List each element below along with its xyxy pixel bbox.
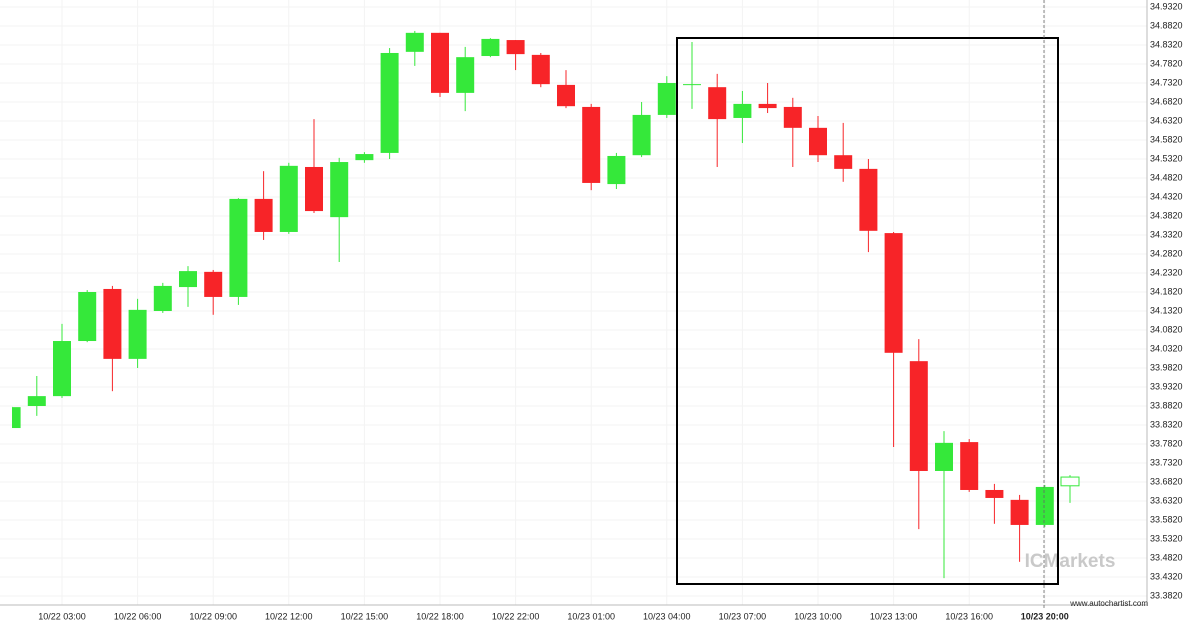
x-tick-label: 10/23 20:00 [1021, 611, 1069, 621]
y-tick-label: 33.7320 [1150, 457, 1183, 467]
y-tick-label: 34.4320 [1150, 191, 1183, 201]
candle-body [1060, 476, 1080, 487]
x-tick-label: 10/23 10:00 [794, 611, 842, 621]
y-tick-label: 33.5820 [1150, 514, 1183, 524]
candle-body [254, 198, 273, 232]
candle-body [733, 103, 752, 118]
candle-body [708, 87, 727, 120]
x-tick-label: 10/23 01:00 [567, 611, 615, 621]
candle-body [153, 285, 172, 311]
y-tick-label: 34.0320 [1150, 343, 1183, 353]
candle-body [305, 166, 323, 212]
candle-body [859, 168, 878, 231]
y-tick-label: 34.7820 [1150, 58, 1183, 68]
candle-body [582, 106, 601, 183]
candle-body [1035, 486, 1054, 525]
y-tick-label: 34.1820 [1150, 286, 1183, 296]
x-tick-label: 10/22 06:00 [114, 611, 162, 621]
y-tick-label: 34.2820 [1150, 248, 1183, 258]
candle-body [909, 361, 928, 471]
candle-body [405, 32, 424, 52]
candle-body [657, 83, 676, 115]
candle-body [179, 271, 197, 288]
candles [12, 30, 1080, 579]
candle-body [834, 155, 853, 169]
y-tick-label: 33.8820 [1150, 400, 1183, 410]
candle-body [355, 154, 374, 161]
y-tick-label: 33.6820 [1150, 476, 1183, 486]
candle-body [380, 52, 399, 153]
x-tick-label: 10/23 04:00 [643, 611, 691, 621]
y-tick-label: 33.6320 [1150, 495, 1183, 505]
x-tick-label: 10/22 12:00 [265, 611, 313, 621]
y-tick-label: 33.3820 [1150, 590, 1183, 600]
x-tick-label: 10/23 07:00 [719, 611, 767, 621]
y-tick-label: 34.4820 [1150, 172, 1183, 182]
pattern-box [676, 37, 1059, 585]
candle-body [935, 442, 953, 471]
y-tick-label: 34.9320 [1150, 1, 1183, 11]
candle-body [884, 233, 903, 353]
y-tick-label: 34.3320 [1150, 229, 1183, 239]
candle-body [632, 114, 651, 156]
x-tick-label: 10/23 16:00 [945, 611, 993, 621]
grid [0, 0, 1147, 605]
candle-body [506, 40, 525, 55]
x-tick-label: 10/23 13:00 [870, 611, 918, 621]
candle-body [279, 165, 298, 232]
candle-body [758, 103, 777, 109]
candle-body [481, 38, 500, 57]
candle-body [204, 271, 223, 297]
candle-body [229, 198, 248, 297]
x-tick-label: 10/22 18:00 [416, 611, 464, 621]
candle-body [27, 396, 46, 406]
candle-body [53, 341, 71, 397]
x-tick-label: 10/22 22:00 [492, 611, 540, 621]
y-tick-label: 33.4820 [1150, 552, 1183, 562]
y-tick-label: 33.9820 [1150, 362, 1183, 372]
y-tick-label: 34.8320 [1150, 39, 1183, 49]
y-tick-label: 33.4320 [1150, 571, 1183, 581]
y-tick-label: 33.9320 [1150, 381, 1183, 391]
candle-body [431, 32, 449, 93]
y-tick-label: 34.6820 [1150, 96, 1183, 106]
y-tick-label: 33.5320 [1150, 533, 1183, 543]
candle-body [557, 84, 575, 107]
y-tick-label: 34.8820 [1150, 20, 1183, 30]
candle-body [12, 407, 21, 429]
candle-body [1010, 499, 1029, 525]
y-tick-label: 33.7820 [1150, 438, 1183, 448]
y-tick-label: 34.7320 [1150, 77, 1183, 87]
candle-body [78, 292, 97, 342]
candle-body [683, 84, 701, 86]
source: www.autochartist.com [1069, 599, 1148, 608]
y-tick-label: 34.6320 [1150, 115, 1183, 125]
x-tick-label: 10/22 15:00 [341, 611, 389, 621]
x-tick-label: 10/22 03:00 [38, 611, 86, 621]
candle-body [809, 127, 827, 156]
y-tick-label: 34.5820 [1150, 134, 1183, 144]
candle-body [456, 57, 475, 93]
y-tick-label: 34.3820 [1150, 210, 1183, 220]
y-tick-label: 34.0820 [1150, 324, 1183, 334]
y-tick-label: 34.5320 [1150, 153, 1183, 163]
candle-body [985, 489, 1004, 498]
candle-body [128, 309, 147, 359]
candle-body [960, 442, 979, 490]
candle-body [783, 106, 802, 128]
y-tick-label: 33.8320 [1150, 419, 1183, 429]
y-tick-label: 34.1320 [1150, 305, 1183, 315]
x-tick-label: 10/22 09:00 [189, 611, 237, 621]
candle-body [103, 288, 122, 359]
watermark: ICMarkets [1025, 551, 1116, 572]
candle-body [531, 54, 550, 85]
candle-body [330, 162, 349, 218]
candle-body [607, 155, 626, 185]
y-tick-label: 34.2320 [1150, 267, 1183, 277]
